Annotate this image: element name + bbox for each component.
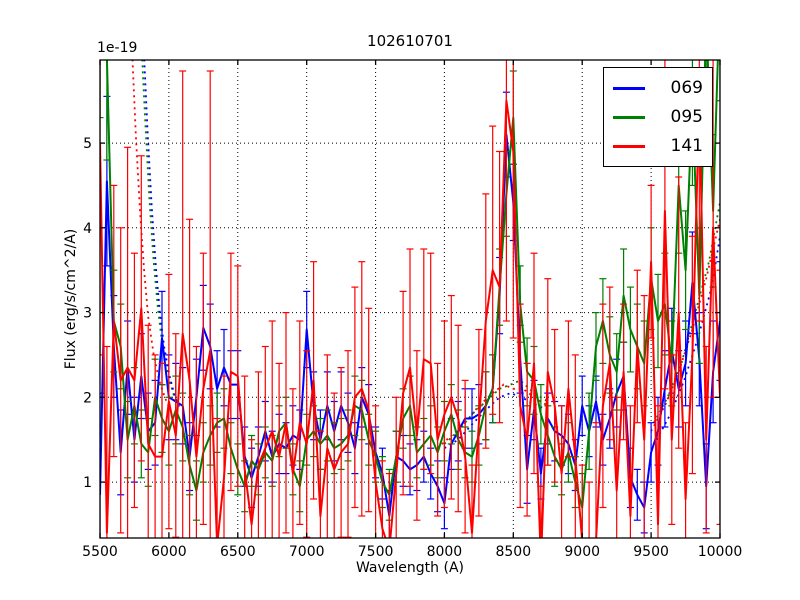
dotted-series-069-left xyxy=(143,60,182,411)
y-axis-offset-label: 1e-19 xyxy=(97,40,138,56)
y-axis-label: Flux (erg/s/cm^2/A) xyxy=(63,228,79,370)
legend-line-sample-069 xyxy=(613,86,645,90)
y-tick-label: 4 xyxy=(83,221,92,237)
x-tick-label: 10000 xyxy=(698,544,743,560)
legend-label-095: 095 xyxy=(670,106,703,127)
y-tick-label: 5 xyxy=(83,136,92,152)
series-141 xyxy=(100,99,720,538)
y-tick-label: 2 xyxy=(83,390,92,406)
x-tick-label: 6000 xyxy=(151,544,187,560)
dotted-series-141-bump xyxy=(436,383,549,449)
x-tick-label: 7000 xyxy=(289,544,325,560)
dotted-series-069-right xyxy=(655,236,720,441)
dotted-series-141-right xyxy=(650,219,720,432)
legend-entry-095: 095 xyxy=(613,104,703,130)
x-axis-label: Wavelength (A) xyxy=(355,560,464,576)
x-tick-label: 6500 xyxy=(220,544,256,560)
legend-line-sample-095 xyxy=(613,115,645,119)
legend-entry-069: 069 xyxy=(613,75,703,101)
x-tick-label: 9500 xyxy=(633,544,669,560)
plot-title: 102610701 xyxy=(367,32,453,50)
legend-entry-141: 141 xyxy=(613,133,703,159)
y-tick-label: 1 xyxy=(83,475,92,491)
x-tick-label: 7500 xyxy=(358,544,394,560)
x-tick-label: 8000 xyxy=(427,544,463,560)
x-tick-label: 8500 xyxy=(495,544,531,560)
y-tick-label: 3 xyxy=(83,306,92,322)
legend: 069 095 141 xyxy=(603,67,713,167)
axes-frame xyxy=(99,59,721,539)
x-tick-label: 5500 xyxy=(82,544,118,560)
legend-label-069: 069 xyxy=(670,77,703,98)
x-tick-label: 9000 xyxy=(564,544,600,560)
legend-line-sample-141 xyxy=(613,144,645,148)
legend-label-141: 141 xyxy=(670,135,703,156)
